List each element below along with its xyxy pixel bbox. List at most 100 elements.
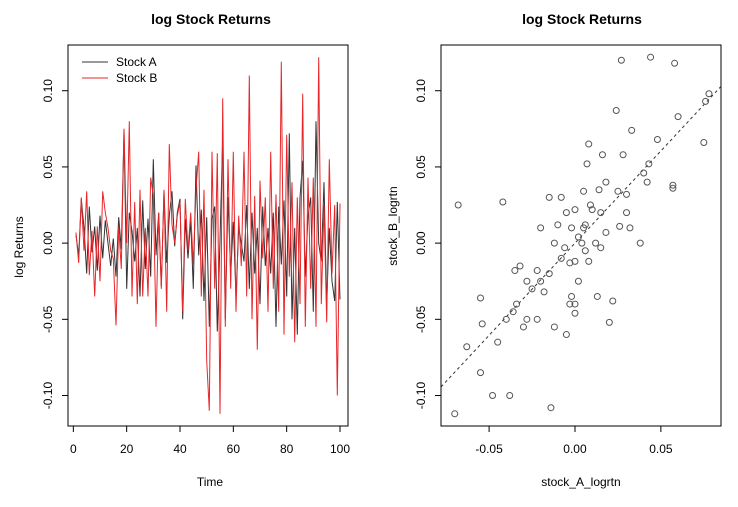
- scatter-point: [571, 309, 579, 317]
- left-chart-title: log Stock Returns: [151, 11, 271, 27]
- scatter-point: [593, 292, 601, 300]
- left-x-tick-label: 40: [173, 442, 187, 456]
- left-y-axis: -0.10 -0.05 0.00 0.05 0.10: [41, 79, 69, 410]
- scatter-point: [628, 126, 636, 134]
- scatter-point: [562, 209, 570, 217]
- scatter-point: [519, 323, 527, 331]
- legend: Stock A Stock B: [82, 55, 157, 85]
- scatter-point: [623, 190, 631, 198]
- left-y-tick-label: 0.05: [41, 155, 55, 179]
- scatter-point: [647, 53, 655, 61]
- scatter-point: [619, 151, 627, 159]
- scatter-point: [489, 392, 497, 400]
- scatter-point: [545, 193, 553, 201]
- left-y-tick-label: -0.05: [41, 305, 55, 333]
- right-y-tick-label: 0.05: [414, 155, 428, 179]
- scatter-point: [605, 318, 613, 326]
- scatter-point: [643, 178, 651, 186]
- left-x-tick-label: 20: [120, 442, 134, 456]
- scatter-point: [574, 233, 582, 241]
- left-y-tick-label: 0.10: [41, 79, 55, 103]
- scatter-point: [540, 288, 548, 296]
- scatter-point: [626, 224, 634, 232]
- left-x-axis-label: Time: [197, 475, 224, 489]
- scatter-point: [547, 404, 555, 412]
- scatter-point: [477, 369, 485, 377]
- scatter-point: [516, 262, 524, 270]
- scatter-point: [609, 297, 617, 305]
- scatter-point: [545, 270, 553, 278]
- scatter-point: [585, 140, 593, 148]
- scatter-point: [623, 209, 631, 217]
- legend-label-stock-a: Stock A: [116, 55, 157, 69]
- scatter-point: [614, 187, 622, 195]
- right-y-tick-label: -0.05: [414, 305, 428, 333]
- right-x-tick-label: 0.00: [563, 442, 587, 456]
- left-y-tick-label: -0.10: [41, 382, 55, 410]
- scatter-point: [557, 193, 565, 201]
- scatter-point: [602, 178, 610, 186]
- scatter-point: [537, 277, 545, 285]
- scatter-point: [597, 209, 605, 217]
- scatter-point: [674, 113, 682, 121]
- scatter-point: [595, 186, 603, 194]
- scatter-point: [585, 257, 593, 265]
- scatter-point: [636, 239, 644, 247]
- scatter-point: [700, 139, 708, 147]
- right-chart-title: log Stock Returns: [522, 11, 642, 27]
- scatter-point: [550, 323, 558, 331]
- scatter-point: [523, 315, 531, 323]
- scatter-point: [580, 187, 588, 195]
- right-y-axis: -0.10 -0.05 0.00 0.05 0.10: [414, 79, 442, 409]
- scatter-point: [509, 308, 517, 316]
- right-x-tick-label: 0.05: [649, 442, 673, 456]
- left-x-tick-label: 80: [280, 442, 294, 456]
- scatter-point: [571, 257, 579, 265]
- scatter-point: [494, 338, 502, 346]
- scatter-point: [616, 222, 624, 230]
- scatter-point: [581, 221, 589, 229]
- scatter-point: [562, 331, 570, 339]
- scatter-point: [602, 228, 610, 236]
- left-x-tick-label: 100: [330, 442, 350, 456]
- scatter-point: [451, 410, 459, 418]
- scatter-point: [574, 277, 582, 285]
- right-y-tick-label: 0.00: [414, 231, 428, 255]
- left-plot-marks: [75, 57, 341, 414]
- scatter-point: [598, 151, 606, 159]
- right-x-axis: -0.05 0.00 0.05: [475, 425, 673, 456]
- scatter-point: [583, 160, 591, 168]
- scatter-point: [463, 343, 471, 351]
- scatter-point: [478, 320, 486, 328]
- series-line-stock-b: [75, 57, 341, 414]
- scatter-point: [454, 201, 462, 209]
- right-x-axis-label: stock_A_logrtn: [541, 475, 620, 489]
- scatter-point: [571, 206, 579, 214]
- scatter-point: [705, 90, 713, 98]
- right-y-axis-label: stock_B_logrtn: [386, 186, 400, 265]
- scatter-point: [566, 300, 574, 308]
- scatter-point: [537, 224, 545, 232]
- right-plot-marks: [440, 53, 722, 418]
- scatter-point: [533, 267, 541, 275]
- scatter-point: [477, 294, 485, 302]
- scatter-point: [617, 56, 625, 64]
- left-x-axis: 0 20 40 60 80 100: [70, 425, 350, 456]
- scatter-point: [645, 160, 653, 168]
- scatter-point: [597, 244, 605, 252]
- scatter-point: [669, 181, 677, 189]
- scatter-point: [561, 244, 569, 252]
- scatter-point: [533, 315, 541, 323]
- right-chart: log Stock Returns -0.05 0.00 0.05 -0.10-0.…: [386, 11, 722, 489]
- right-y-tick-label: 0.10: [414, 79, 428, 103]
- scatter-point: [586, 201, 594, 209]
- scatter-point: [550, 239, 558, 247]
- scatter-point: [557, 254, 565, 262]
- left-y-tick-label: 0.00: [41, 231, 55, 255]
- left-x-tick-label: 60: [227, 442, 241, 456]
- scatter-point: [653, 135, 661, 143]
- scatter-point: [528, 285, 536, 293]
- scatter-point: [554, 221, 562, 229]
- scatter-point: [612, 107, 620, 115]
